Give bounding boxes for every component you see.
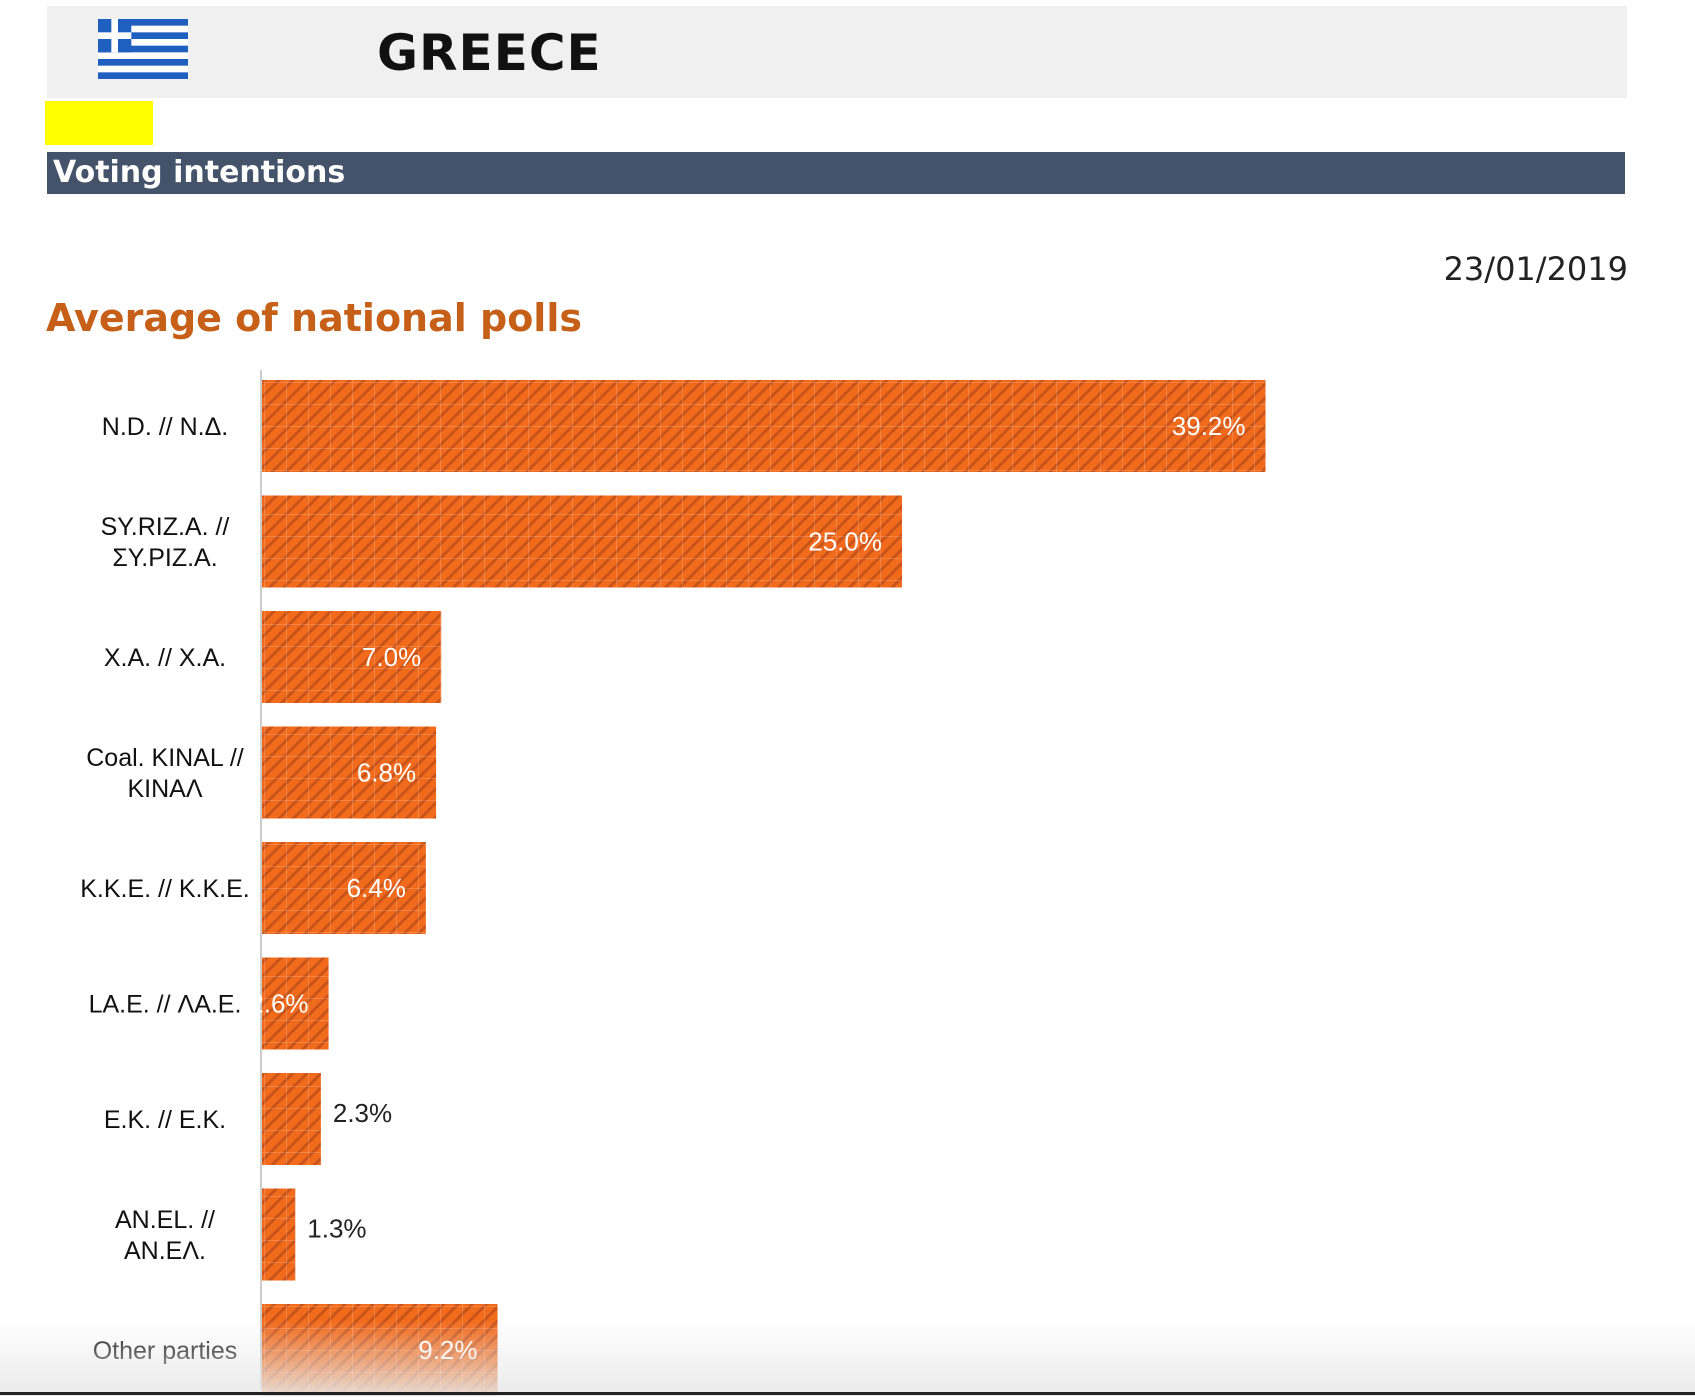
category-label-0: N.D. // N.Δ.	[102, 413, 228, 441]
bar-value-label-5: 2.6%	[249, 989, 308, 1019]
bar-grid-overlay-7	[262, 1188, 296, 1281]
category-label-1: SY.RIZ.A. //ΣY.PIZ.A.	[101, 513, 230, 572]
bar-grid-overlay-1	[262, 495, 902, 588]
report-date: 23/01/2019	[1443, 250, 1628, 288]
bar-value-label-2: 7.0%	[362, 642, 421, 672]
bottom-border	[0, 1392, 1695, 1395]
bar-grid-overlay-2	[262, 611, 442, 703]
bar-chart: 39.2% N.D. // N.Δ. 25.0% SY.RIZ.A. //ΣY.PIZ…	[80, 370, 1266, 1396]
greece-flag-icon	[98, 19, 188, 79]
bar-value-label-8: 9.2%	[418, 1335, 477, 1365]
highlight-marker	[45, 101, 153, 145]
bar-value-label-4: 6.4%	[347, 873, 406, 903]
bar-value-label-6: 2.3%	[333, 1098, 392, 1128]
bar-grid-overlay-6	[262, 1073, 321, 1165]
bar-grid-overlay-3	[262, 726, 437, 819]
bar-grid-overlay-4	[262, 842, 426, 934]
bar-value-label-1: 25.0%	[808, 527, 882, 557]
category-label-6: E.K. // E.K.	[104, 1106, 226, 1134]
chart-title: Average of national polls	[46, 296, 582, 340]
category-label-4: K.K.E. // K.K.E.	[80, 875, 250, 903]
category-label-5: LA.E. // ΛA.E.	[89, 991, 242, 1019]
country-title: GREECE	[377, 24, 602, 82]
category-label-8: Other parties	[93, 1337, 238, 1365]
bar-grid-overlay-0	[262, 380, 1266, 472]
category-label-3: Coal. KINAL //KINAΛ	[86, 744, 244, 803]
bar-value-label-0: 39.2%	[1172, 411, 1246, 441]
report-header: GREECE	[47, 6, 1627, 98]
category-label-2: X.A. // X.A.	[104, 644, 226, 672]
category-label-7: AN.EL. //AN.EΛ.	[115, 1206, 215, 1265]
bar-value-label-7: 1.3%	[307, 1214, 366, 1244]
bar-grid-overlay-5	[262, 957, 329, 1050]
section-title: Voting intentions	[47, 152, 1625, 194]
bar-value-label-3: 6.8%	[357, 758, 416, 788]
